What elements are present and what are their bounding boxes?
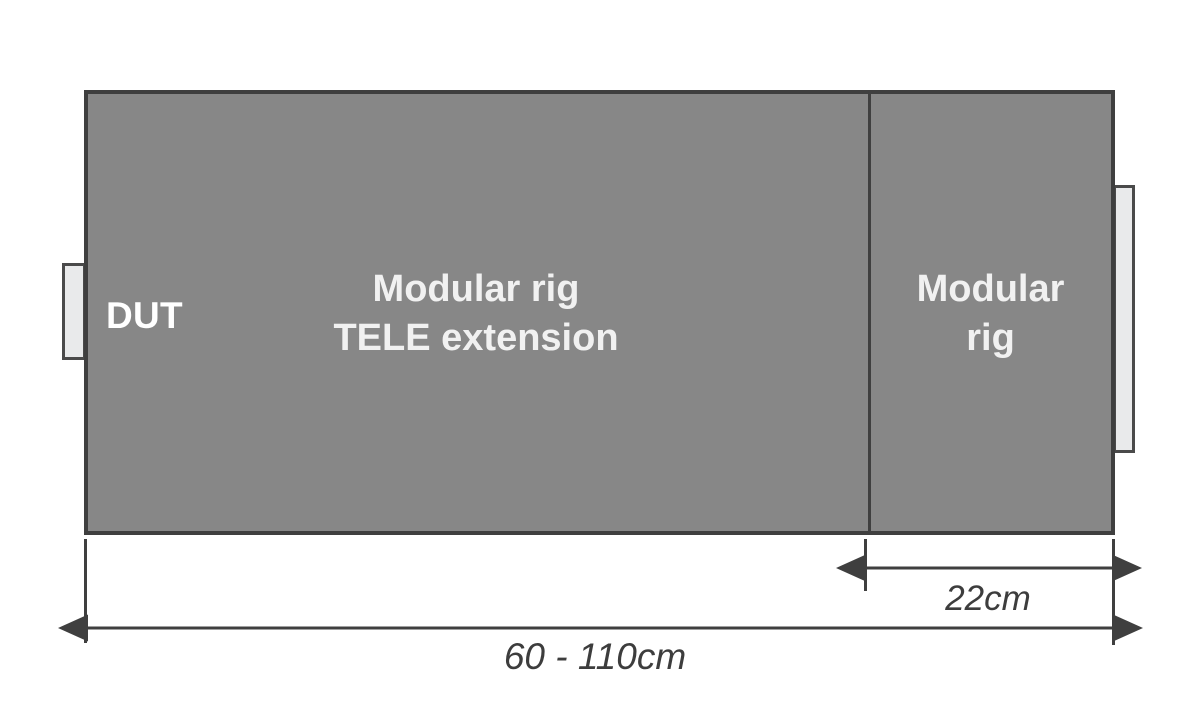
- modular-rig-label: Modular rig: [916, 268, 1065, 359]
- connector-tab-right-icon: [1113, 185, 1135, 453]
- extension-line-right: [1112, 539, 1115, 645]
- tele-extension-label: Modular rig TELE extension: [333, 268, 619, 359]
- dimension-label-22cm: 22cm: [945, 579, 1031, 618]
- rig-enclosure: [84, 90, 1115, 535]
- section-divider: [868, 94, 871, 531]
- dimension-arrow-22cm: [836, 554, 1142, 582]
- dimension-arrow-total: [58, 614, 1143, 642]
- dimension-label-total: 60 - 110cm: [503, 636, 687, 677]
- extension-line-left: [84, 539, 87, 643]
- dut-label: DUT: [106, 295, 183, 336]
- connector-tab-left-icon: [62, 263, 86, 360]
